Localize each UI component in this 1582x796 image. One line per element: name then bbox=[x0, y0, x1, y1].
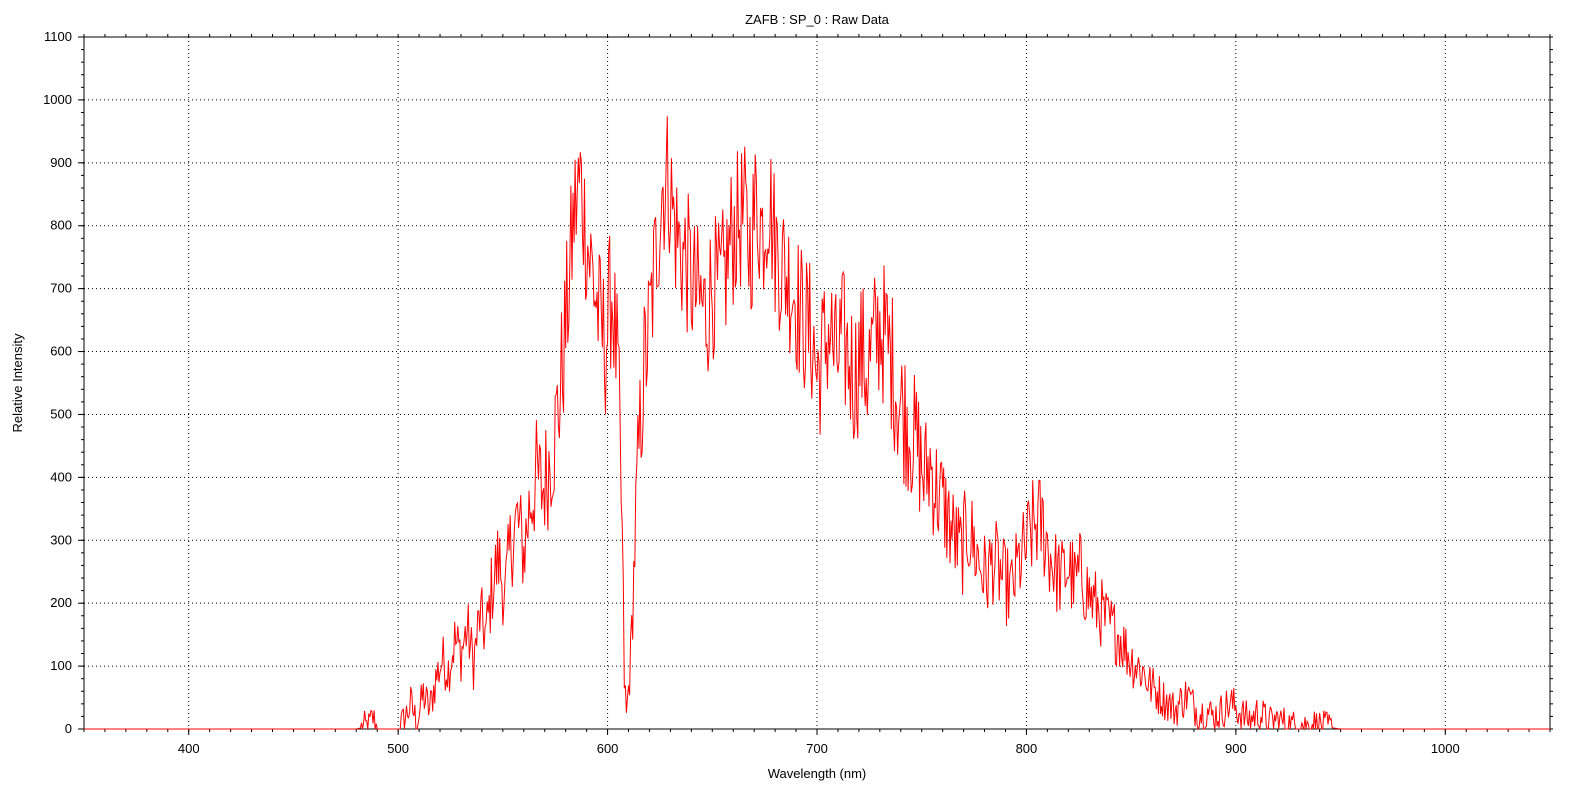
x-tick-label: 700 bbox=[806, 741, 828, 756]
x-tick-label: 1000 bbox=[1431, 741, 1460, 756]
y-tick-label: 800 bbox=[50, 218, 72, 233]
x-tick-label: 600 bbox=[597, 741, 619, 756]
x-tick-label: 800 bbox=[1016, 741, 1038, 756]
y-tick-label: 500 bbox=[50, 406, 72, 421]
y-tick-label: 300 bbox=[50, 532, 72, 547]
y-tick-label: 600 bbox=[50, 344, 72, 359]
y-tick-label: 1100 bbox=[44, 29, 72, 44]
grid bbox=[84, 37, 1550, 729]
y-tick-label: 400 bbox=[50, 469, 72, 484]
chart-title: ZAFB : SP_0 : Raw Data bbox=[745, 12, 890, 27]
x-tick-label: 900 bbox=[1225, 741, 1247, 756]
y-tick-label: 900 bbox=[50, 155, 72, 170]
x-axis-title: Wavelength (nm) bbox=[768, 766, 867, 781]
series-line-raw-data bbox=[84, 116, 1550, 731]
y-tick-label: 200 bbox=[50, 595, 72, 610]
axis-ticks bbox=[78, 34, 1553, 735]
x-tick-label: 500 bbox=[387, 741, 409, 756]
y-tick-label: 0 bbox=[65, 721, 72, 736]
y-tick-label: 700 bbox=[50, 281, 72, 296]
y-tick-label: 100 bbox=[50, 658, 72, 673]
tick-labels: 400 500 600 700 800 900 1000 0 100 200 300 400 500 60… bbox=[43, 29, 1460, 756]
y-axis-title: Relative Intensity bbox=[10, 333, 25, 432]
x-tick-label: 400 bbox=[178, 741, 200, 756]
y-tick-label: 1000 bbox=[43, 92, 72, 107]
